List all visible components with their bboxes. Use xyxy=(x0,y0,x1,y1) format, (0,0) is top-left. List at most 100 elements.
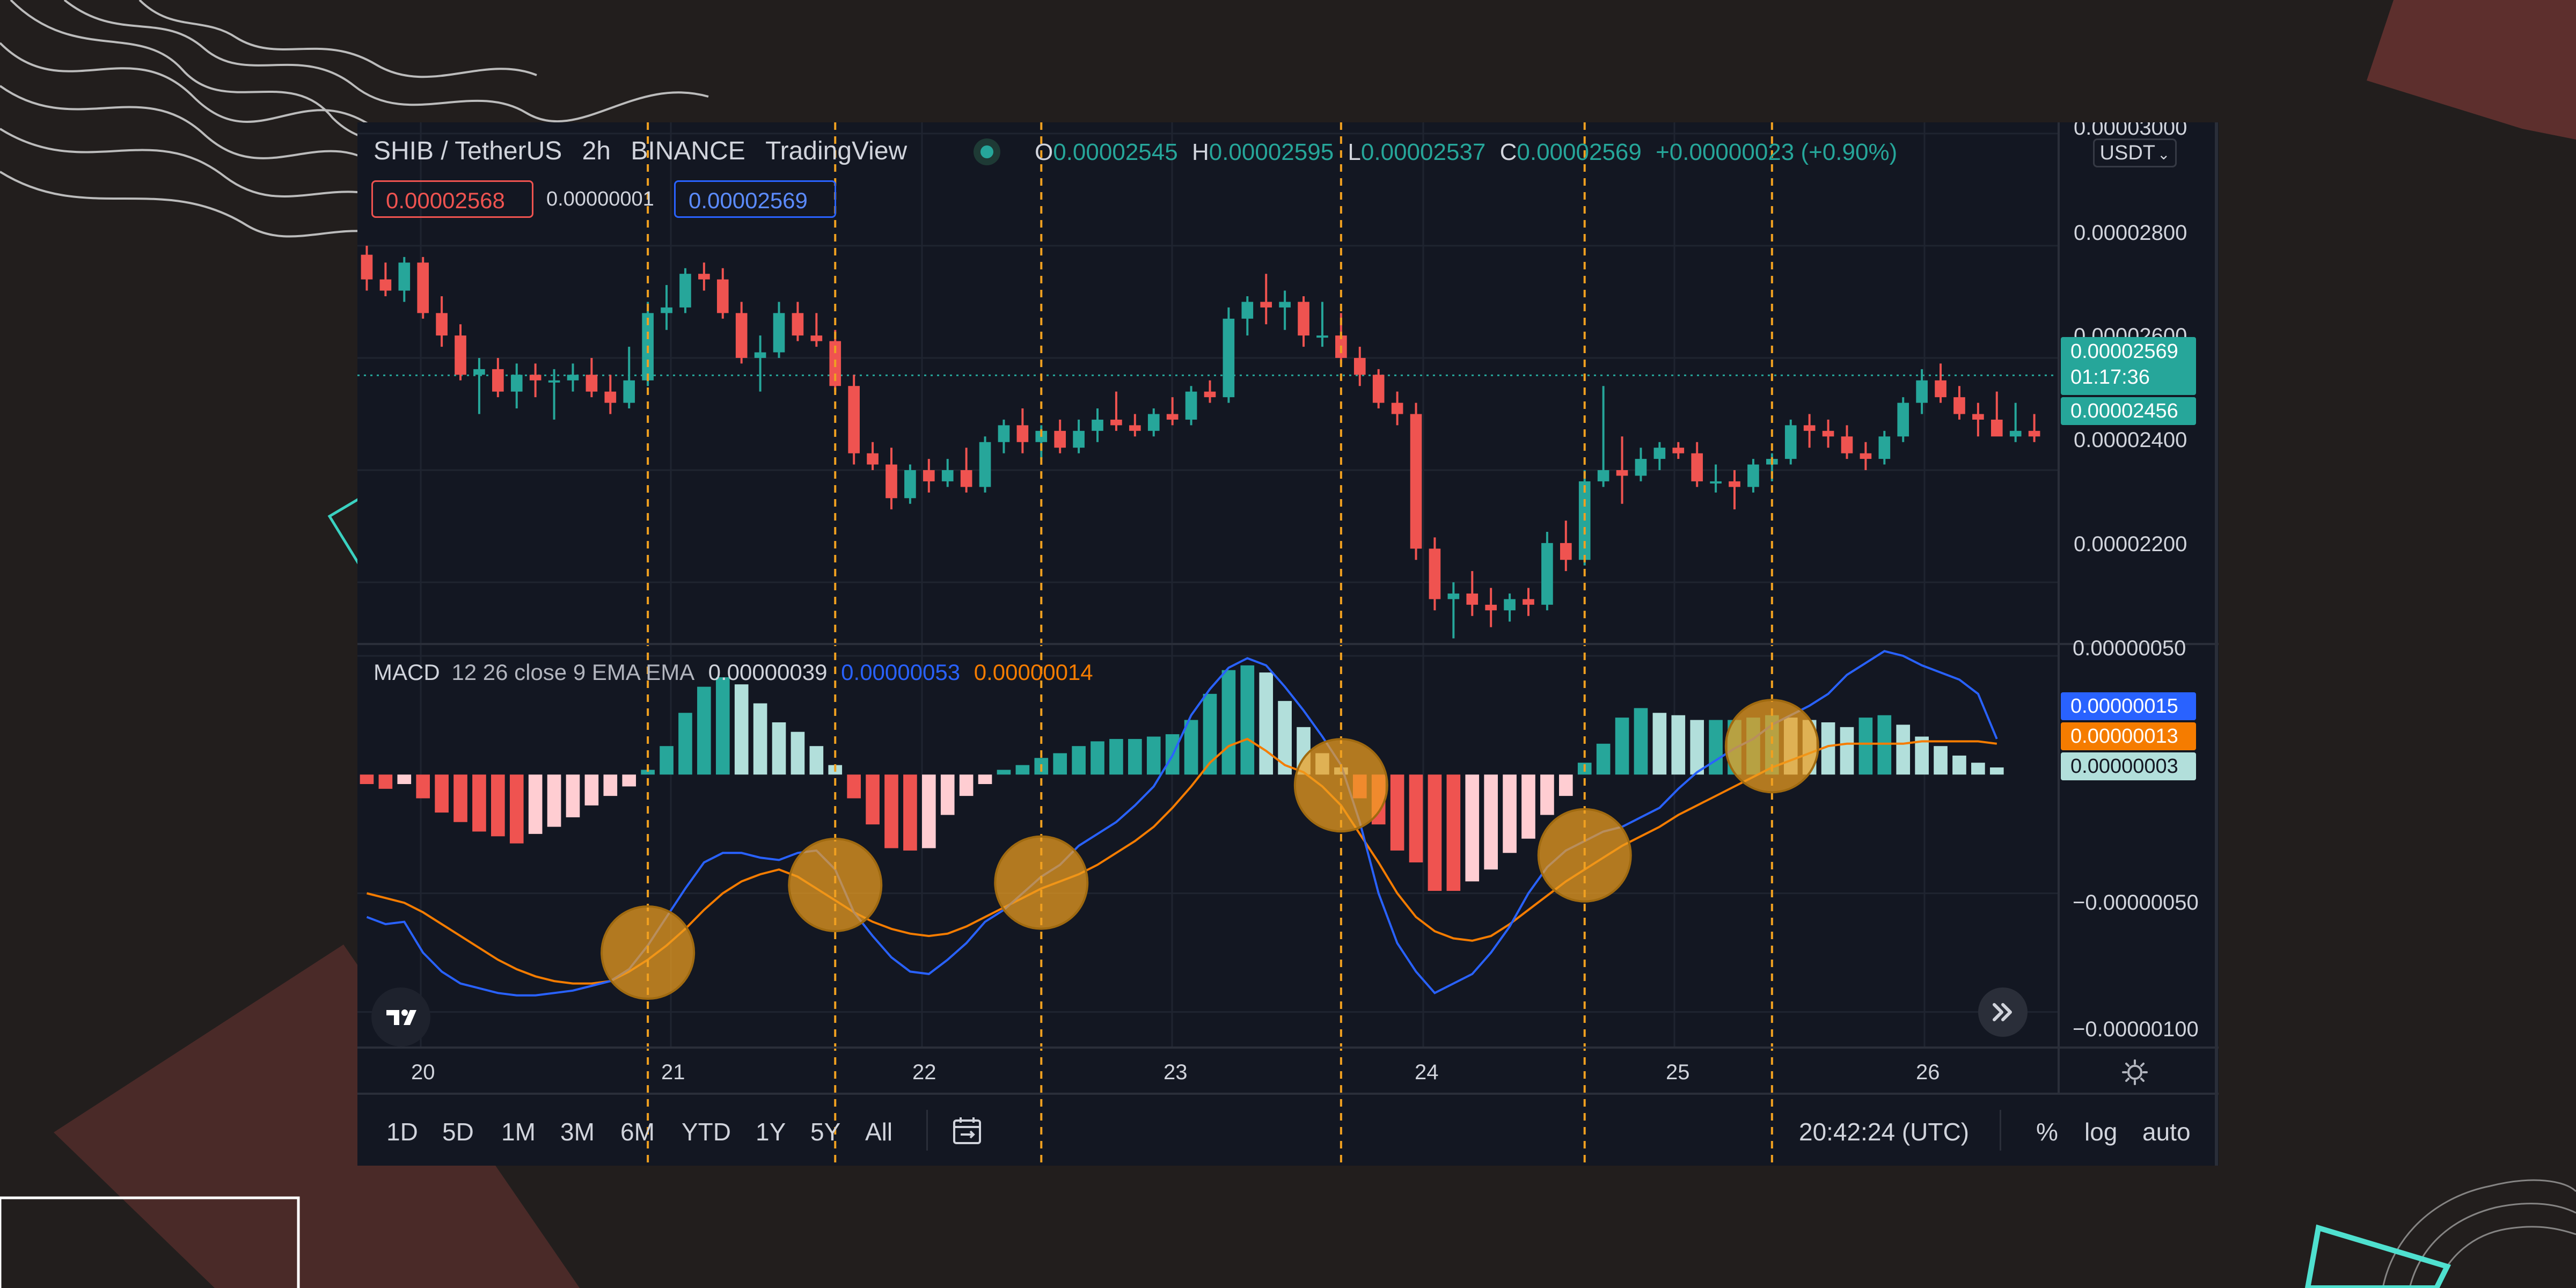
histogram-bar xyxy=(360,774,374,784)
histogram-bar xyxy=(416,774,430,799)
histogram-bar xyxy=(1558,774,1573,796)
timeframe-6m-button[interactable]: 6M xyxy=(620,1118,655,1146)
macd-signal-tag: 0.00000013 xyxy=(2061,722,2196,750)
settings-gear-icon[interactable] xyxy=(2119,1056,2151,1088)
histogram-bar xyxy=(1091,741,1104,775)
candle-body xyxy=(792,313,804,336)
histogram-bar xyxy=(921,774,936,848)
high-label: H xyxy=(1191,139,1209,165)
candle-body xyxy=(529,375,541,380)
open-value: 0.00002545 xyxy=(1053,139,1178,165)
timeframe-1d-button[interactable]: 1D xyxy=(386,1118,418,1146)
decorative-frame xyxy=(0,1196,300,1288)
histogram-bar xyxy=(1540,774,1554,815)
percent-scale-button[interactable]: % xyxy=(2036,1118,2058,1146)
candle-body xyxy=(1990,419,2003,437)
histogram-bar xyxy=(1952,755,1966,775)
candle-body xyxy=(2028,430,2040,437)
timeframe-3m-button[interactable]: 3M xyxy=(560,1118,595,1146)
candle-body xyxy=(735,313,748,358)
candle-body xyxy=(379,279,392,291)
chart-canvas[interactable] xyxy=(357,122,2219,1166)
macd-title: MACD xyxy=(374,660,440,685)
histogram-bar xyxy=(1015,765,1030,775)
candle-body xyxy=(773,313,785,353)
price-tick: 0.00003000 xyxy=(2074,122,2187,140)
histogram-bar xyxy=(509,774,524,844)
tradingview-logo-icon[interactable] xyxy=(371,987,430,1046)
candle-body xyxy=(1092,419,1103,431)
candle-body xyxy=(1429,548,1441,599)
histogram-bar xyxy=(1278,701,1292,775)
candle-body xyxy=(1541,543,1553,605)
candle-body xyxy=(1129,425,1141,431)
market-status-dot-icon[interactable] xyxy=(974,138,1000,165)
candle-body xyxy=(1784,425,1797,459)
log-scale-button[interactable]: log xyxy=(2084,1118,2118,1146)
change-value: +0.00000023 (+0.90%) xyxy=(1656,139,1898,165)
timeframe-5y-button[interactable]: 5Y xyxy=(810,1118,841,1146)
histogram-bar xyxy=(641,770,655,775)
candle-body xyxy=(436,313,448,336)
toolbar-divider xyxy=(2000,1110,2001,1151)
candle-body xyxy=(904,470,916,499)
macd-line-value: 0.00000053 xyxy=(841,660,961,685)
timeframe-all-button[interactable]: All xyxy=(865,1118,893,1146)
histogram-bar xyxy=(1109,738,1123,775)
histogram-bar xyxy=(603,774,618,796)
histogram-bar xyxy=(1971,763,1985,775)
candle-body xyxy=(923,470,935,481)
candle-body xyxy=(1803,425,1816,431)
sell-price-button[interactable]: 0.00002568 xyxy=(371,180,533,218)
timeframe-1y-button[interactable]: 1Y xyxy=(756,1118,786,1146)
candle-body xyxy=(1260,302,1272,308)
topographic-lines-bottom-right xyxy=(2382,1179,2576,1288)
chart-window[interactable]: SHIB / TetherUS 2h BINANCE TradingView O… xyxy=(357,122,2219,1166)
candle-body xyxy=(1185,391,1197,420)
time-tick: 24 xyxy=(1415,1060,1439,1084)
crossover-markers xyxy=(601,122,1819,1166)
macd-tick: −0.00000050 xyxy=(2073,891,2199,914)
currency-label: USDT xyxy=(2099,142,2155,164)
histogram-bar xyxy=(1259,672,1274,775)
symbol-title[interactable]: SHIB / TetherUS 2h BINANCE TradingView xyxy=(374,138,907,164)
timeframe-5d-button[interactable]: 5D xyxy=(442,1118,474,1146)
histogram-bar xyxy=(791,731,805,775)
histogram-bar xyxy=(1989,767,2004,775)
buy-price-button[interactable]: 0.00002569 xyxy=(674,180,836,218)
macd-params: 12 26 close 9 EMA EMA xyxy=(451,660,693,685)
crossover-marker xyxy=(994,835,1089,930)
currency-dropdown[interactable]: USDT ⌄ xyxy=(2093,138,2177,167)
histogram-bar xyxy=(753,703,767,775)
ema-price-tag: 0.00002456 xyxy=(2061,397,2196,425)
crossover-marker xyxy=(1537,808,1632,903)
timeframe-1m-button[interactable]: 1M xyxy=(501,1118,536,1146)
candle-body xyxy=(1466,593,1479,605)
candle-body xyxy=(1054,430,1066,448)
macd-hist-tag: 0.00000003 xyxy=(2061,752,2196,780)
candle-body xyxy=(1672,448,1685,453)
histogram-bar xyxy=(940,774,955,815)
candle-body xyxy=(1223,318,1235,398)
exchange-label: BINANCE xyxy=(631,137,745,165)
histogram-bar xyxy=(715,677,730,775)
bar-countdown: 01:17:36 xyxy=(2070,366,2150,389)
macd-legend[interactable]: MACD 12 26 close 9 EMA EMA 0.00000039 0.… xyxy=(374,661,1093,684)
time-tick: 21 xyxy=(661,1060,685,1084)
histogram-bar xyxy=(566,774,580,817)
scroll-to-realtime-button[interactable] xyxy=(1978,987,2028,1037)
candle-body xyxy=(1353,357,1366,375)
auto-scale-button[interactable]: auto xyxy=(2142,1118,2191,1146)
timeframe-ytd-button[interactable]: YTD xyxy=(682,1118,731,1146)
histogram-bar xyxy=(1221,670,1236,775)
candle-body xyxy=(361,254,373,280)
candle-body xyxy=(1523,599,1534,605)
histogram-bar xyxy=(378,774,393,789)
date-range-icon[interactable] xyxy=(950,1114,984,1148)
last-price-tag: 0.00002569 01:17:36 xyxy=(2061,337,2196,395)
time-tick: 23 xyxy=(1163,1060,1188,1084)
utc-clock[interactable]: 20:42:24 (UTC) xyxy=(1799,1118,1970,1146)
candle-body xyxy=(1953,397,1965,414)
candle-body xyxy=(1298,302,1309,336)
candle-body xyxy=(960,470,972,487)
